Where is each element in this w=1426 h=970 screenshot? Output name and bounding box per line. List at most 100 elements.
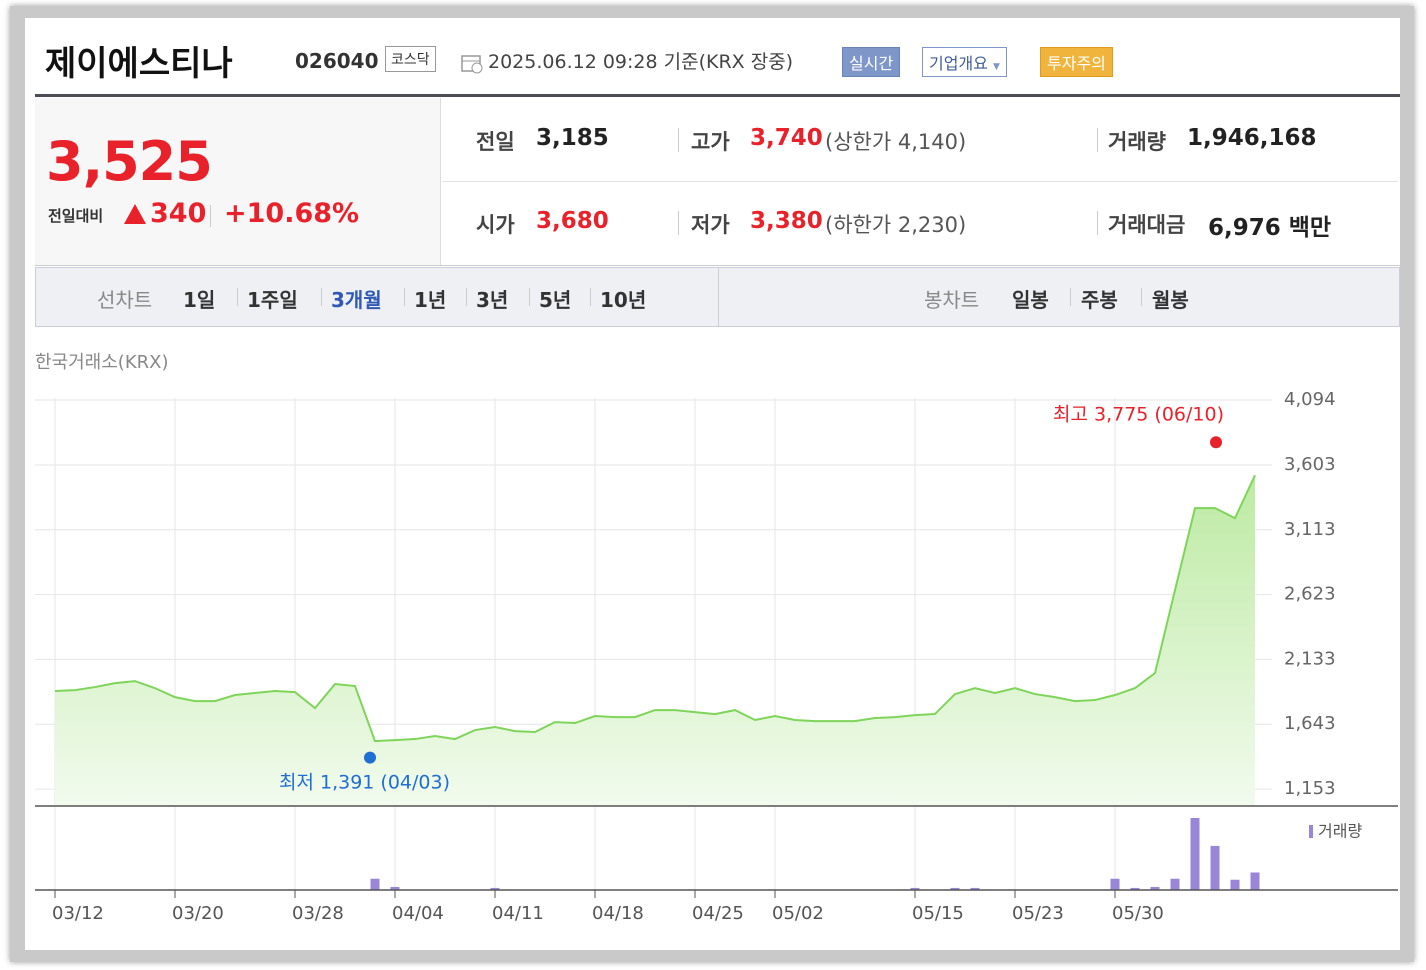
separator [404, 288, 405, 306]
period-tab[interactable]: 5년 [539, 288, 572, 312]
row-divider [442, 181, 1398, 182]
quote-label: 고가 [691, 130, 730, 154]
y-tick-label: 1,153 [1284, 778, 1336, 799]
extreme-point [1210, 436, 1222, 449]
timestamp: 2025.06.12 09:28 기준(KRX 장중) [488, 51, 794, 73]
separator [237, 288, 238, 306]
volume-bar [1210, 845, 1220, 890]
separator [321, 288, 322, 306]
x-tick-label: 04/11 [492, 903, 544, 924]
y-tick-label: 3,113 [1284, 519, 1336, 540]
quote-label: 시가 [476, 213, 515, 237]
change-percent: +10.68% [224, 198, 360, 229]
current-price: 3,525 [46, 130, 213, 193]
volume-bar [490, 887, 500, 890]
candle-tab[interactable]: 일봉 [1012, 288, 1049, 312]
period-tab[interactable]: 3년 [476, 288, 509, 312]
x-tick-label: 04/25 [692, 903, 744, 924]
warning-badge: 투자주의 [1040, 47, 1113, 77]
separator [1141, 288, 1142, 306]
volume-bar [1190, 818, 1200, 890]
volume-bar [1110, 878, 1120, 890]
quote-value: 3,185 [536, 125, 609, 151]
separator [678, 128, 679, 152]
y-tick-label: 2,133 [1284, 648, 1336, 669]
divider [35, 265, 1400, 266]
volume-bar [950, 887, 960, 890]
x-tick-label: 04/04 [392, 903, 444, 924]
source: 한국거래소(KRX) [35, 352, 169, 373]
change: 340 [150, 198, 207, 229]
legend-swatch [1309, 825, 1313, 838]
volume-bar [1230, 879, 1240, 890]
y-tick-label: 1,643 [1284, 713, 1336, 734]
dropdown-arrow: ▼ [992, 62, 1000, 72]
separator [466, 288, 467, 306]
x-tick-label: 05/02 [772, 903, 824, 924]
separator [590, 288, 591, 306]
divider [35, 94, 1400, 97]
quote-note: (하한가 2,230) [825, 213, 967, 237]
realtime-button[interactable]: 실시간 [842, 47, 901, 77]
volume-bar [370, 878, 380, 890]
market-badge: 코스닥 [385, 46, 436, 72]
period-tab[interactable]: 10년 [600, 288, 647, 312]
annotation: 최저 1,391 (04/03) [279, 772, 450, 794]
stock-name: 제이에스티나 [45, 44, 233, 84]
volume-bar [1130, 887, 1140, 890]
x-tick-label: 05/23 [1012, 903, 1064, 924]
separator [210, 205, 211, 227]
annotation: 최고 3,775 (06/10) [1053, 404, 1224, 426]
tab-group-label: 봉차트 [924, 288, 980, 312]
change-label: 전일대비 [48, 207, 104, 225]
period-tab[interactable]: 3개월 [331, 288, 382, 312]
separator [678, 211, 679, 235]
price-box [35, 98, 441, 265]
quote-label: 전일 [476, 130, 515, 154]
quote-value: 3,740 [750, 125, 823, 151]
separator [529, 288, 530, 306]
calendar-icon [461, 55, 483, 74]
quote-value: 1,946,168 [1187, 125, 1317, 151]
x-tick-label: 05/30 [1112, 903, 1164, 924]
candle-tab[interactable]: 주봉 [1081, 288, 1118, 312]
volume-bar [970, 887, 980, 890]
price-line [54, 474, 1256, 743]
x-tick-label: 05/15 [912, 903, 964, 924]
tab-group-label: 선차트 [97, 288, 153, 312]
candle-tab[interactable]: 월봉 [1152, 288, 1189, 312]
company-button[interactable]: 기업개요 ▼ [922, 47, 1007, 77]
area [55, 475, 1255, 806]
separator [1097, 128, 1098, 152]
volume-bar [910, 887, 920, 890]
separator [1097, 211, 1098, 235]
separator [718, 268, 719, 326]
quote-label: 거래량 [1108, 130, 1166, 154]
quote-value: 3,680 [536, 208, 609, 234]
x-tick-label: 03/20 [172, 903, 224, 924]
y-tick-label: 2,623 [1284, 584, 1336, 605]
period-tab[interactable]: 1일 [183, 288, 216, 312]
volume-bar [1250, 872, 1260, 890]
volume-bar [1170, 878, 1180, 890]
y-tick-label: 4,094 [1284, 389, 1336, 410]
x-tick-label: 04/18 [592, 903, 644, 924]
quote-label: 거래대금 [1108, 213, 1186, 237]
period-tab[interactable]: 1년 [414, 288, 447, 312]
quote-note: (상한가 4,140) [825, 130, 967, 154]
volume-bar [1150, 886, 1160, 890]
up-arrow [124, 204, 146, 224]
separator [1070, 288, 1071, 306]
y-tick-label: 3,603 [1284, 454, 1336, 475]
volume-bar [390, 886, 400, 890]
x-tick-label: 03/12 [52, 903, 104, 924]
period-tab[interactable]: 1주일 [247, 288, 298, 312]
extreme-point [364, 751, 376, 764]
quote-label: 저가 [691, 213, 730, 237]
quote-value: 6,976 백만 [1208, 215, 1332, 241]
x-tick-label: 03/28 [292, 903, 344, 924]
tab-bar [35, 267, 1400, 327]
legend-label: 거래량 [1318, 822, 1362, 841]
